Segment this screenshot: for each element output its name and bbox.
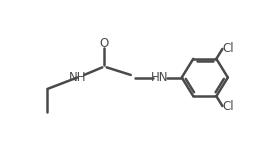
Text: Cl: Cl — [222, 42, 234, 55]
Text: HN: HN — [151, 71, 169, 84]
Text: Cl: Cl — [222, 100, 234, 113]
Text: NH: NH — [68, 71, 86, 84]
Text: O: O — [100, 37, 109, 50]
